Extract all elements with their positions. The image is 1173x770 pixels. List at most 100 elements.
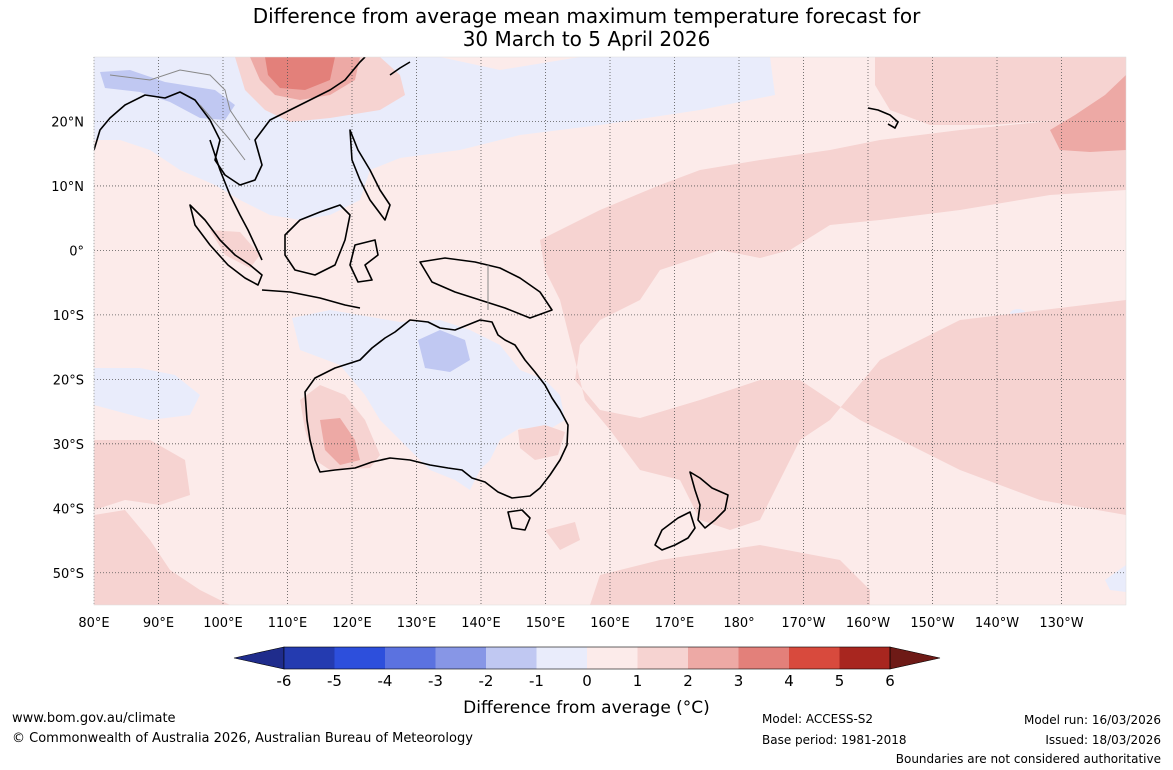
colorbar-tick-label: 4 xyxy=(784,672,794,690)
colorbar-segment xyxy=(839,647,890,669)
colorbar-tick-label: 0 xyxy=(582,672,592,690)
colorbar-tick-label: -4 xyxy=(378,672,393,690)
colorbar-tick-label: -2 xyxy=(479,672,494,690)
longitude-label: 80°E xyxy=(78,616,109,631)
footer-base-period: Base period: 1981-2018 xyxy=(762,733,907,747)
map-frame xyxy=(93,56,1127,606)
coast-sumatra xyxy=(189,204,263,286)
footer-disclaimer: Boundaries are not considered authoritat… xyxy=(895,752,1161,766)
coast-asia-mainland xyxy=(94,57,366,186)
longitude-label: 170°E xyxy=(655,616,695,631)
coast-australia xyxy=(304,319,569,499)
forecast-map: 80°E 90°E 100°E 110°E 120°E 130°E 140°E 150°E 16… xyxy=(51,56,1127,690)
latitude-label: 20°S xyxy=(53,373,84,388)
warm-anomaly-southwest-indian xyxy=(94,440,190,510)
colorbar-tick-label: 1 xyxy=(633,672,643,690)
latitude-label: 40°S xyxy=(53,502,84,517)
border-asia xyxy=(109,69,251,161)
country-borders xyxy=(109,69,489,310)
longitude-label: 150°E xyxy=(526,616,566,631)
coast-sulawesi xyxy=(349,239,379,283)
colorbar-segment xyxy=(435,647,486,669)
longitude-label: 180° xyxy=(723,616,754,631)
colorbar-tick-label: -6 xyxy=(277,672,292,690)
footer-issued: Issued: 18/03/2026 xyxy=(1045,733,1161,747)
colorbar-segment xyxy=(637,647,688,669)
longitude-label: 150°W xyxy=(910,616,954,631)
coastlines xyxy=(94,57,899,551)
colorbar-outline xyxy=(283,646,891,670)
map-title-line2: 30 March to 5 April 2026 xyxy=(462,27,711,51)
warm-anomaly-tasman xyxy=(545,522,580,550)
anomaly-field xyxy=(94,57,1126,605)
warm-anomaly-central-pacific xyxy=(540,105,1126,530)
colorbar-tick-label: -3 xyxy=(428,672,443,690)
coast-new-guinea xyxy=(419,257,553,319)
warm-anomaly-strong-pacific-ne xyxy=(1050,75,1126,152)
cool-anomaly-south-pacific xyxy=(1105,565,1126,592)
colorbar-tick-label: 6 xyxy=(885,672,895,690)
coast-japan xyxy=(389,61,411,76)
colorbar-segment xyxy=(789,647,840,669)
colorbar-segment xyxy=(536,647,587,669)
coast-new-zealand-north xyxy=(689,471,729,529)
colorbar-tick-label: -5 xyxy=(327,672,342,690)
latitude-label: 30°S xyxy=(53,438,84,453)
warm-anomaly-pacific-upper xyxy=(875,57,1126,125)
cool-anomaly-moderate-australia xyxy=(418,330,470,372)
colorbar: -6 -5 -4 -3 -2 -1 0 1 2 3 4 5 6 xyxy=(233,646,941,690)
coast-philippines xyxy=(349,129,391,221)
colorbar-tick-label: -1 xyxy=(529,672,544,690)
latitude-label: 10°N xyxy=(51,180,84,195)
longitude-label: 140°E xyxy=(461,616,501,631)
footer-copyright: © Commonwealth of Australia 2026, Austra… xyxy=(12,731,473,746)
warm-anomaly-east-australia xyxy=(518,425,565,460)
footer-model-run: Model run: 16/03/2026 xyxy=(1023,713,1161,727)
coast-hawaii xyxy=(867,107,899,129)
longitude-label: 130°W xyxy=(1039,616,1083,631)
map-title-line1: Difference from average mean maximum tem… xyxy=(252,4,921,28)
latitude-label: 0° xyxy=(69,244,84,259)
latitude-label: 50°S xyxy=(53,567,84,582)
latitude-labels: 20°N 10°N 0° 10°S 20°S 30°S 40°S 50°S xyxy=(51,115,84,581)
colorbar-title: Difference from average (°C) xyxy=(0,698,1173,718)
cool-anomaly-australia xyxy=(292,310,565,490)
colorbar-tick-label: 2 xyxy=(683,672,693,690)
colorbar-segment xyxy=(284,647,335,669)
colorbar-tick-label: 3 xyxy=(734,672,744,690)
colorbar-segment xyxy=(385,647,436,669)
footer-url[interactable]: www.bom.gov.au/climate xyxy=(12,711,176,726)
colorbar-extend-max xyxy=(889,646,941,670)
warm-anomaly-very-strong-china xyxy=(265,57,335,90)
longitude-label: 160°E xyxy=(590,616,630,631)
coast-java xyxy=(261,289,361,309)
latitude-label: 20°N xyxy=(51,115,84,130)
longitude-label: 140°W xyxy=(975,616,1019,631)
longitude-labels: 80°E 90°E 100°E 110°E 120°E 130°E 140°E 150°E 16… xyxy=(78,616,1083,631)
longitude-label: 100°E xyxy=(203,616,243,631)
coast-tasmania xyxy=(507,509,531,531)
warm-anomaly-southern-ocean xyxy=(94,510,230,605)
longitude-label: 110°E xyxy=(268,616,308,631)
colorbar-title-text: Difference from average (°C) xyxy=(463,698,710,718)
colorbar-segment xyxy=(587,647,638,669)
colorbar-segment xyxy=(486,647,537,669)
warm-anomaly-south xyxy=(590,545,870,605)
footer-model: Model: ACCESS-S2 xyxy=(762,712,874,726)
colorbar-extend-min xyxy=(233,646,285,670)
cool-anomaly-indian-ocean xyxy=(94,368,200,420)
colorbar-tick-label: 5 xyxy=(835,672,845,690)
colorbar-segment xyxy=(738,647,789,669)
coast-malay-peninsula xyxy=(209,139,263,261)
colorbar-segment xyxy=(688,647,739,669)
longitude-label: 90°E xyxy=(143,616,174,631)
coast-new-zealand-south xyxy=(654,511,696,551)
longitude-label: 160°W xyxy=(846,616,890,631)
coast-borneo xyxy=(284,204,351,276)
longitude-label: 170°W xyxy=(781,616,825,631)
warm-anomaly-strong-western-australia xyxy=(320,418,360,465)
latitude-label: 10°S xyxy=(53,309,84,324)
longitude-label: 120°E xyxy=(332,616,372,631)
longitude-label: 130°E xyxy=(397,616,437,631)
colorbar-segment xyxy=(334,647,385,669)
